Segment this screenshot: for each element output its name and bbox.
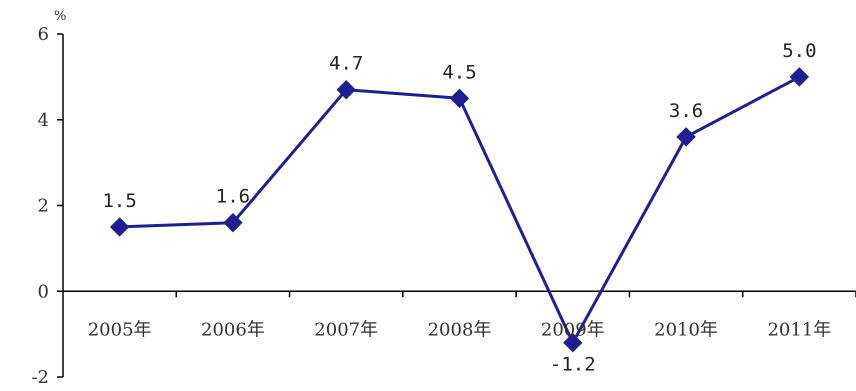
data-label: -1.2 bbox=[550, 354, 596, 376]
data-label: 1.6 bbox=[216, 186, 250, 208]
y-tick-label: 6 bbox=[38, 24, 49, 45]
y-tick-label: -2 bbox=[31, 367, 49, 388]
y-tick-label: 0 bbox=[38, 281, 49, 302]
x-tick-label: 2011年 bbox=[767, 319, 831, 340]
data-point-marker bbox=[223, 212, 243, 233]
x-tick-label: 2008年 bbox=[428, 319, 492, 340]
x-tick-label: 2005年 bbox=[88, 319, 152, 340]
axes-layer: -2 0 2 4 6 bbox=[31, 24, 856, 388]
data-point-marker bbox=[336, 80, 356, 100]
data-point-marker bbox=[449, 88, 470, 109]
x-tick-label: 2009年 bbox=[541, 319, 605, 340]
data-label: 5.0 bbox=[782, 40, 816, 62]
data-label: 3.6 bbox=[669, 100, 703, 122]
data-point-marker bbox=[676, 127, 696, 147]
data-label: 4.7 bbox=[329, 53, 363, 75]
series-layer bbox=[109, 67, 810, 353]
data-label: 1.5 bbox=[102, 190, 136, 212]
y-unit-label: % bbox=[54, 9, 66, 24]
y-tick-label: 4 bbox=[38, 110, 49, 131]
data-point-marker bbox=[789, 67, 810, 87]
labels-layer: 2005年 2006年 2007年 2008年 2009年 2010年 2011年 1.5 1.… bbox=[88, 40, 832, 376]
data-point-marker bbox=[109, 217, 130, 237]
x-tick-label: 2007年 bbox=[314, 319, 378, 340]
data-point-marker bbox=[563, 332, 583, 353]
x-tick-label: 2010年 bbox=[654, 319, 718, 340]
data-label: 4.5 bbox=[442, 61, 476, 83]
y-tick-label: 2 bbox=[38, 196, 49, 217]
x-tick-label: 2006年 bbox=[201, 319, 265, 340]
